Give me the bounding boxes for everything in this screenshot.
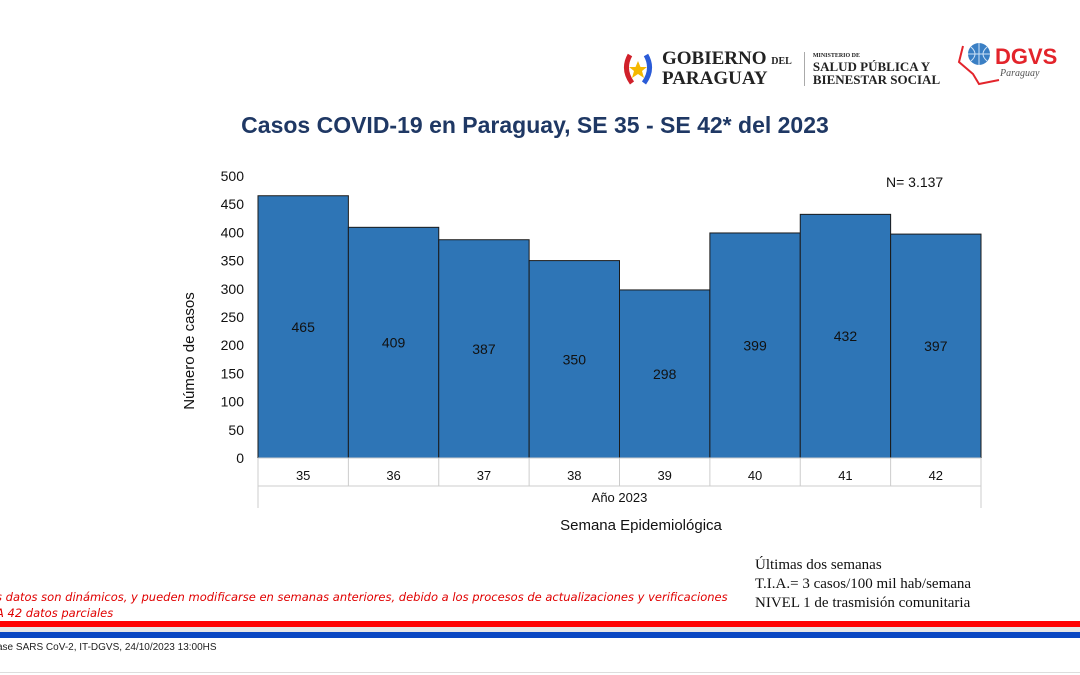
bar-chart: 0 50 100 150 200 250 300 350 400 450 500 465 35 409 36… <box>181 168 982 534</box>
y-tick-label: 400 <box>221 224 245 240</box>
x-tick-label: 40 <box>748 468 762 483</box>
x-tick-label: 39 <box>657 468 671 483</box>
x-tick-label: 37 <box>477 468 491 483</box>
data-label: 399 <box>743 337 767 353</box>
y-tick-label: 500 <box>221 168 245 184</box>
ministry-small: MINISTERIO DE <box>812 52 861 59</box>
y-tick-label: 250 <box>221 309 245 325</box>
data-label: 409 <box>382 335 406 351</box>
data-label: 465 <box>292 319 316 335</box>
x-group-label: Año 2023 <box>592 490 648 505</box>
ministry-line2: BIENESTAR SOCIAL <box>812 71 941 87</box>
summary-line1: Últimas dos semanas <box>755 557 882 573</box>
summary-box: Últimas dos semanas T.I.A.= 3 casos/100 … <box>755 556 971 613</box>
bar <box>619 289 711 459</box>
y-tick-label: 150 <box>221 365 245 381</box>
source-text: ase SARS CoV-2, IT-DGVS, 24/10/2023 13:0… <box>0 642 217 653</box>
flag-stripe-blue <box>0 632 1080 638</box>
y-tick-label: 350 <box>221 253 245 269</box>
x-axis-title: Semana Epidemiológica <box>560 517 722 534</box>
summary-line3: NIVEL 1 de trasmisión comunitaria <box>755 595 971 611</box>
n-annotation: N= 3.137 <box>886 174 943 190</box>
chart-title: Casos COVID-19 en Paraguay, SE 35 - SE 4… <box>241 112 829 138</box>
government-logo: GOBIERNO DEL PARAGUAY MINISTERIO DE SALUD … <box>620 48 941 89</box>
y-tick-label: 200 <box>221 337 245 353</box>
bar <box>528 260 620 459</box>
gov-line2: PARAGUAY <box>662 68 768 89</box>
x-tick-label: 36 <box>386 468 400 483</box>
flag-stripe-red <box>0 621 1080 627</box>
note-line1: s datos son dinámicos, y pueden modifica… <box>0 590 728 604</box>
x-tick-label: 35 <box>296 468 310 483</box>
gov-line1: GOBIERNO <box>662 48 767 69</box>
y-axis-title: Número de casos <box>181 292 198 410</box>
y-tick-label: 0 <box>236 450 244 466</box>
data-label: 298 <box>653 366 677 382</box>
bar <box>438 239 530 459</box>
flag-stripe-white <box>0 627 1080 632</box>
bar <box>709 232 801 459</box>
divider <box>0 672 1080 673</box>
summary-line2: T.I.A.= 3 casos/100 mil hab/semana <box>755 576 972 592</box>
x-tick-label: 42 <box>929 468 943 483</box>
dgvs-logo-sub: Paraguay <box>1000 68 1040 79</box>
ministry-line1: SALUD PÚBLICA Y <box>812 58 931 74</box>
ministry-logo: MINISTERIO DE SALUD PÚBLICA Y BIENESTAR SO… <box>803 51 941 87</box>
bar <box>799 213 892 459</box>
data-label: 387 <box>472 341 496 357</box>
y-tick-label: 50 <box>228 422 244 438</box>
y-tick-label: 300 <box>221 281 245 297</box>
y-tick-label: 450 <box>221 196 245 212</box>
gov-line1b: DEL <box>771 56 792 67</box>
dgvs-logo-text: DGVS <box>995 44 1058 69</box>
note-line2: A 42 datos parciales <box>0 606 114 620</box>
data-label: 350 <box>563 351 587 367</box>
y-tick-label: 100 <box>221 394 245 410</box>
x-tick-label: 41 <box>838 468 852 483</box>
x-tick-label: 38 <box>567 468 581 483</box>
dgvs-globe-icon <box>957 43 1000 86</box>
bar <box>890 233 982 459</box>
data-label: 397 <box>924 338 948 354</box>
paraguay-seal-icon <box>624 53 652 84</box>
data-label: 432 <box>834 328 858 344</box>
